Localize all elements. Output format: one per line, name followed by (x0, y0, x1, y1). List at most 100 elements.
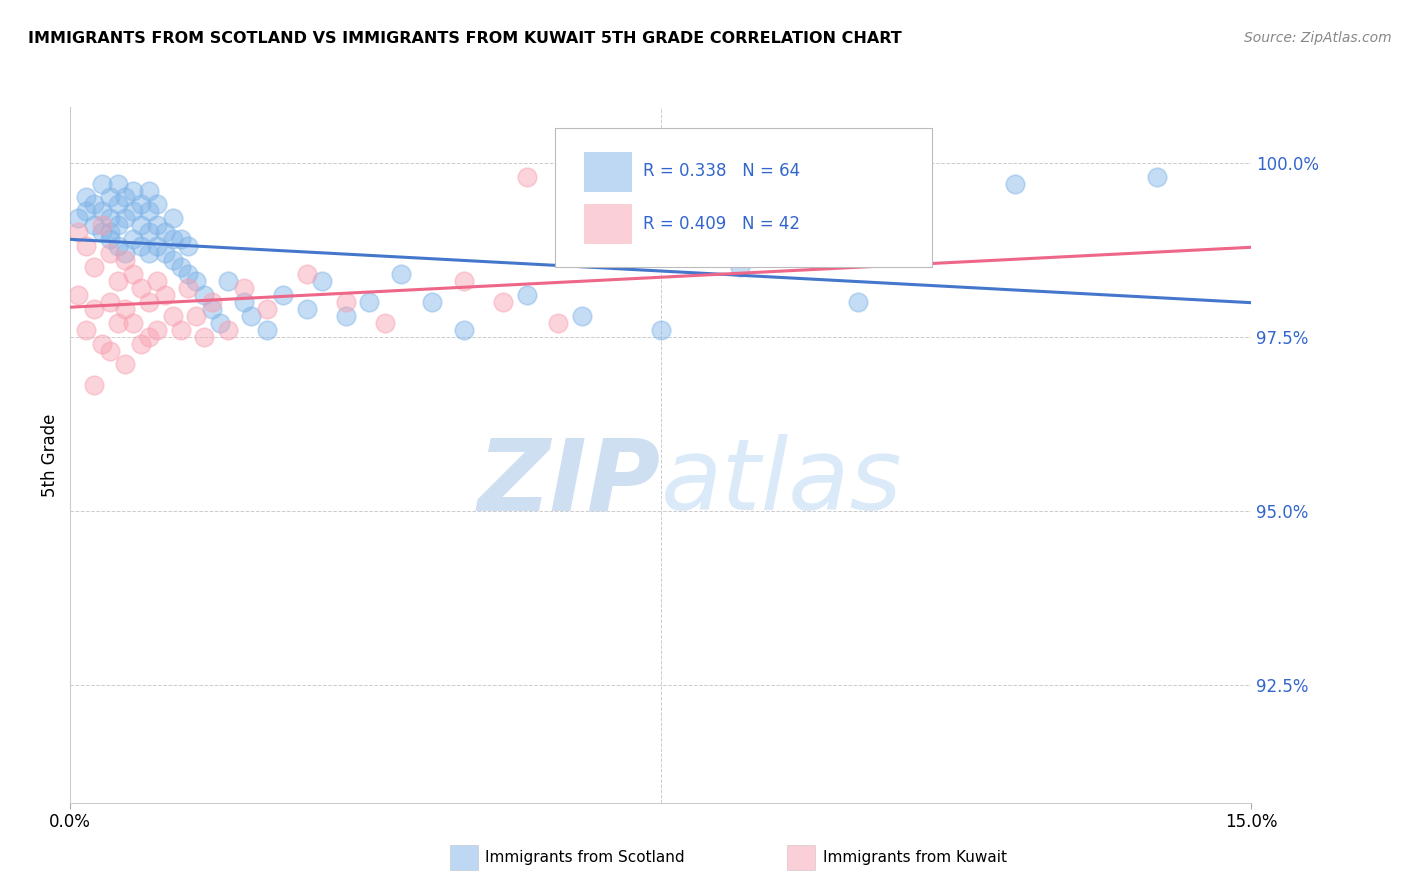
Point (846, 294, 869, 309)
Point (122, 232, 145, 246)
Point (162, 211, 184, 226)
Point (122, 184, 145, 198)
Point (453, 323, 475, 337)
Point (114, 301, 136, 316)
Point (75, 190, 97, 204)
Point (335, 294, 357, 309)
Point (98, 211, 121, 226)
Point (728, 260, 751, 274)
Point (98, 343, 121, 358)
Point (83, 378, 105, 392)
Point (516, 288, 538, 302)
Point (374, 316, 396, 330)
Point (90, 336, 112, 351)
Point (107, 197, 129, 211)
Point (114, 246, 136, 260)
Point (232, 294, 254, 309)
Point (516, 169, 538, 184)
Point (138, 329, 160, 343)
Point (75, 239, 97, 253)
Point (107, 274, 129, 288)
Point (114, 190, 136, 204)
Point (162, 232, 184, 246)
FancyBboxPatch shape (554, 128, 932, 267)
Point (193, 329, 215, 343)
FancyBboxPatch shape (583, 204, 631, 243)
Y-axis label: 5th Grade: 5th Grade (41, 413, 59, 497)
Point (90, 204, 112, 219)
Point (107, 239, 129, 253)
Point (271, 288, 294, 302)
Text: ZIP: ZIP (478, 434, 661, 532)
Point (571, 309, 593, 323)
Point (107, 219, 129, 233)
Point (162, 253, 184, 268)
Point (129, 336, 152, 351)
Point (201, 301, 224, 316)
Point (295, 267, 318, 281)
Text: Source: ZipAtlas.com: Source: ZipAtlas.com (1244, 31, 1392, 45)
Point (114, 211, 136, 226)
Point (98, 225, 121, 239)
Point (169, 232, 191, 246)
Point (169, 260, 191, 274)
Point (98, 190, 121, 204)
Text: R = 0.409   N = 42: R = 0.409 N = 42 (643, 215, 800, 233)
Point (177, 267, 200, 281)
Point (122, 267, 145, 281)
Point (359, 294, 381, 309)
Point (114, 253, 136, 268)
Point (177, 281, 200, 295)
Point (177, 239, 200, 253)
Point (67, 288, 90, 302)
Point (138, 225, 160, 239)
Point (83, 301, 105, 316)
Point (114, 358, 136, 372)
Point (83, 260, 105, 274)
Point (453, 274, 475, 288)
Text: atlas: atlas (661, 434, 903, 532)
Point (83, 197, 105, 211)
Point (422, 294, 444, 309)
Point (169, 323, 191, 337)
Point (153, 246, 176, 260)
Point (186, 309, 208, 323)
Point (389, 267, 412, 281)
Point (295, 301, 318, 316)
Point (1146, 169, 1168, 184)
Point (146, 274, 169, 288)
Point (107, 316, 129, 330)
FancyBboxPatch shape (583, 153, 631, 191)
Point (1004, 177, 1026, 191)
Point (129, 239, 152, 253)
Point (138, 204, 160, 219)
Point (90, 177, 112, 191)
Point (138, 184, 160, 198)
Point (90, 219, 112, 233)
Point (186, 274, 208, 288)
Point (129, 197, 152, 211)
Text: R = 0.338   N = 64: R = 0.338 N = 64 (643, 162, 800, 180)
Point (217, 274, 239, 288)
Point (162, 309, 184, 323)
Point (83, 219, 105, 233)
Point (208, 316, 231, 330)
Point (75, 323, 97, 337)
Point (492, 294, 515, 309)
Point (240, 309, 263, 323)
Point (547, 316, 569, 330)
Point (193, 288, 215, 302)
Point (217, 323, 239, 337)
Text: IMMIGRANTS FROM SCOTLAND VS IMMIGRANTS FROM KUWAIT 5TH GRADE CORRELATION CHART: IMMIGRANTS FROM SCOTLAND VS IMMIGRANTS F… (28, 31, 901, 46)
Point (650, 323, 672, 337)
Point (67, 225, 90, 239)
Point (138, 294, 160, 309)
Point (146, 239, 169, 253)
Point (122, 204, 145, 219)
Text: Immigrants from Scotland: Immigrants from Scotland (485, 850, 685, 864)
Point (201, 294, 224, 309)
Point (129, 281, 152, 295)
Point (256, 301, 278, 316)
Point (98, 232, 121, 246)
Point (311, 274, 333, 288)
